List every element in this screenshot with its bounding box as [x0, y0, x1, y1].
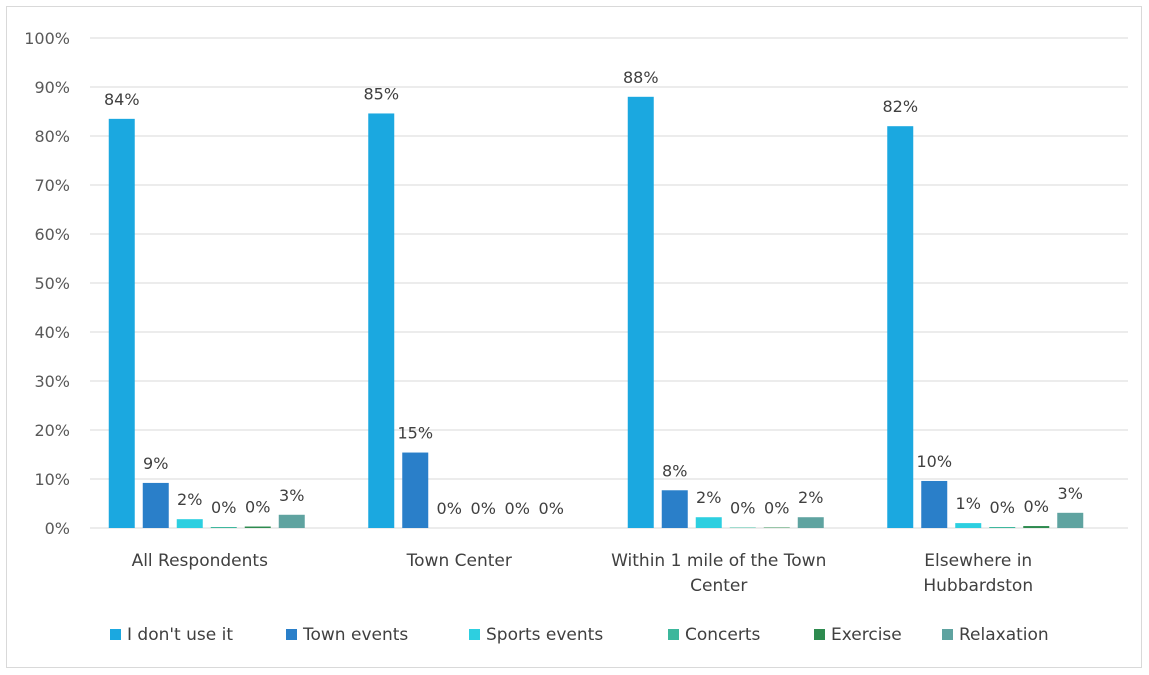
bar	[176, 519, 203, 528]
bar	[989, 527, 1016, 528]
data-label: 8%	[662, 461, 687, 480]
data-label: 3%	[1058, 484, 1083, 503]
data-label: 2%	[798, 488, 823, 507]
bar	[887, 126, 914, 528]
data-label: 84%	[104, 90, 140, 109]
data-label: 10%	[916, 452, 952, 471]
y-tick-label: 60%	[34, 225, 70, 244]
data-label: 1%	[956, 494, 981, 513]
legend-swatch	[286, 629, 297, 640]
y-tick-label: 10%	[34, 470, 70, 489]
data-label: 0%	[505, 499, 530, 518]
data-label: 82%	[882, 97, 918, 116]
bar	[210, 527, 237, 528]
data-label: 2%	[696, 488, 721, 507]
legend-swatch	[942, 629, 953, 640]
legend-swatch	[110, 629, 121, 640]
category-label: Town Center	[406, 551, 512, 571]
y-tick-label: 20%	[34, 421, 70, 440]
data-label: 88%	[623, 68, 659, 87]
y-tick-label: 90%	[34, 78, 70, 97]
data-label: 0%	[1024, 497, 1049, 516]
y-tick-label: 80%	[34, 127, 70, 146]
legend-swatch	[668, 629, 679, 640]
bar	[921, 480, 948, 528]
data-label: 0%	[437, 499, 462, 518]
bar	[244, 526, 271, 528]
bar	[955, 523, 982, 528]
bar	[278, 514, 305, 528]
bar	[368, 113, 395, 529]
bar	[402, 452, 429, 528]
bar	[108, 118, 135, 528]
y-tick-label: 40%	[34, 323, 70, 342]
data-label: 0%	[730, 499, 755, 518]
category-label: Hubbardston	[923, 576, 1033, 596]
data-label: 0%	[764, 499, 789, 518]
legend-swatch	[469, 629, 480, 640]
legend-label: Exercise	[831, 625, 902, 645]
bar	[142, 482, 169, 528]
legend-label: Relaxation	[959, 625, 1049, 645]
legend-label: Town events	[302, 625, 408, 645]
data-label: 0%	[245, 498, 270, 517]
y-tick-label: 30%	[34, 372, 70, 391]
y-tick-label: 70%	[34, 176, 70, 195]
data-label: 15%	[397, 424, 433, 443]
data-label: 9%	[143, 454, 168, 473]
data-label: 0%	[211, 498, 236, 517]
bar	[797, 517, 824, 528]
bar	[1023, 526, 1050, 528]
chart-frame	[6, 6, 1142, 668]
category-label: Within 1 mile of the Town	[611, 551, 826, 571]
data-label: 2%	[177, 490, 202, 509]
data-label: 3%	[279, 486, 304, 505]
data-label: 0%	[539, 499, 564, 518]
bar	[1057, 512, 1084, 528]
category-label: Center	[690, 576, 747, 596]
legend-label: Concerts	[685, 625, 761, 645]
legend-label: Sports events	[486, 625, 603, 645]
y-tick-label: 50%	[34, 274, 70, 293]
y-tick-label: 100%	[24, 29, 70, 48]
data-label: 85%	[363, 84, 399, 103]
legend-label: I don't use it	[127, 625, 233, 645]
bar	[627, 96, 654, 529]
data-label: 0%	[471, 499, 496, 518]
y-tick-label: 0%	[45, 519, 70, 538]
data-label: 0%	[990, 498, 1015, 517]
category-label: All Respondents	[132, 551, 269, 571]
bar	[661, 490, 688, 528]
category-label: Elsewhere in	[924, 551, 1032, 571]
legend-swatch	[814, 629, 825, 640]
bar	[695, 517, 722, 528]
